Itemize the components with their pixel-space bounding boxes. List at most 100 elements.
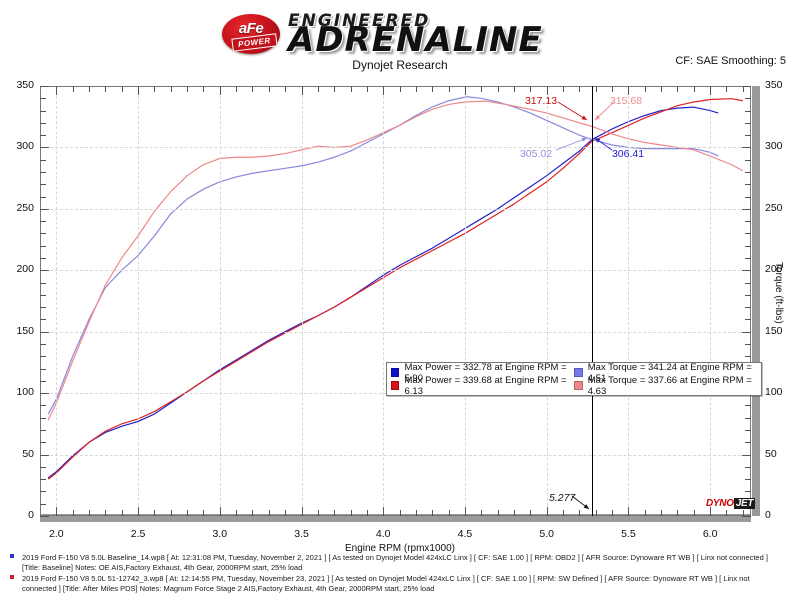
- x-tick-minor: [514, 86, 515, 92]
- dynojet-watermark: DYNO JET: [706, 498, 756, 509]
- x-tick-minor: [693, 86, 695, 92]
- x-tick-minor: [579, 510, 581, 516]
- x-tick-minor: [530, 86, 532, 92]
- y-axis-right-band: [752, 86, 760, 516]
- y-tick-label-right: 150: [765, 324, 783, 337]
- gridline-vertical: [301, 86, 303, 516]
- legend-label: Max Power = 332.78 at Engine RPM = 5.90: [404, 361, 567, 384]
- x-tick-minor: [72, 86, 74, 92]
- x-tick-minor: [661, 510, 663, 516]
- y-tick-minor: [40, 122, 46, 124]
- y-tick-minor: [745, 184, 751, 186]
- x-tick-minor: [268, 510, 270, 516]
- y-tick-minor: [40, 479, 46, 481]
- x-tick-minor: [170, 510, 172, 516]
- x-tick-minor: [366, 86, 368, 92]
- run-line-2: [Title: Baseline] Notes: OE AIS,Factory …: [22, 562, 303, 572]
- afe-logo-text: aFe: [238, 20, 264, 37]
- y-tick-minor: [40, 196, 46, 198]
- x-tick-minor: [154, 510, 156, 516]
- x-tick-minor: [154, 86, 156, 92]
- x-tick-minor: [497, 510, 499, 516]
- gridline-horizontal: [40, 147, 751, 149]
- y-tick-label-right: 100: [765, 386, 783, 399]
- y-tick-label-left: 250: [16, 201, 34, 214]
- y-tick-minor: [745, 430, 751, 431]
- y-tick-label-right: 50: [765, 447, 777, 460]
- y-tick-minor: [745, 110, 751, 112]
- x-tick-minor: [350, 510, 352, 516]
- y-tick-label-left: 0: [28, 509, 34, 521]
- x-tick: [138, 507, 140, 516]
- cursor-line[interactable]: [591, 86, 593, 516]
- y-tick-minor: [40, 159, 46, 161]
- gridline-horizontal: [40, 208, 751, 210]
- y-tick-label-right: 200: [765, 263, 783, 276]
- dyno-curves: [47, 96, 744, 480]
- x-tick-minor: [121, 510, 123, 516]
- x-tick-minor: [415, 86, 417, 92]
- y-tick: [40, 208, 49, 210]
- x-tick-minor: [89, 86, 91, 92]
- y-tick-minor: [40, 405, 46, 407]
- y-tick-label-left: 100: [16, 386, 34, 399]
- y-tick: [40, 331, 49, 333]
- x-tick-minor: [595, 510, 597, 516]
- run-detail-after: 2019 Ford F-150 V8 5.0L 51-12742_3.wp8 […: [0, 574, 800, 593]
- x-tick-top: [464, 86, 466, 95]
- x-tick-minor: [236, 510, 238, 516]
- y-tick-label-right: 300: [765, 140, 783, 153]
- y-tick-minor: [745, 319, 751, 321]
- y-tick-label-right: 350: [765, 79, 783, 91]
- legend-entry-power-baseline: Max Power = 332.78 at Engine RPM = 5.90: [391, 362, 574, 384]
- y-tick: [40, 86, 49, 87]
- x-tick-minor: [252, 510, 254, 516]
- y-tick-label-right: 250: [765, 201, 783, 214]
- run-detail-baseline: 2019 Ford F-150 V8 5.0L Baseline_14.wp8 …: [0, 553, 800, 572]
- x-tick-minor: [121, 86, 123, 92]
- gridline-vertical: [56, 86, 58, 516]
- y-tick-right: [742, 147, 751, 149]
- x-tick-minor: [285, 86, 287, 92]
- x-tick-minor: [742, 86, 744, 92]
- x-tick-minor: [677, 86, 679, 92]
- y-tick-minor: [745, 196, 751, 198]
- y-tick-minor: [745, 491, 751, 493]
- x-tick-label: 2.5: [130, 528, 146, 540]
- legend-label: Max Power = 339.68 at Engine RPM = 6.13: [404, 374, 567, 397]
- x-tick-minor: [203, 86, 205, 92]
- y-tick-minor: [40, 135, 46, 137]
- y-tick-right: [742, 331, 751, 333]
- axis-bottom: [40, 515, 751, 516]
- legend-row: Max Power = 339.68 at Engine RPM = 6.13 …: [391, 375, 757, 397]
- plot-area: [40, 86, 751, 517]
- y-tick-minor: [745, 122, 751, 124]
- y-tick-minor: [745, 258, 751, 259]
- curve-power-after-magnum-force-stage-2: [47, 98, 743, 480]
- x-axis-label: Engine RPM (rpmx1000): [344, 543, 456, 554]
- x-tick: [219, 507, 221, 516]
- x-tick-minor: [105, 86, 107, 92]
- x-tick-minor: [726, 510, 728, 516]
- gridline-vertical: [628, 86, 630, 516]
- annotation-value: 305.02: [519, 148, 553, 160]
- gridline-vertical: [219, 86, 221, 516]
- y-tick-minor: [40, 294, 46, 296]
- x-tick-minor: [595, 86, 597, 92]
- axis-left: [40, 86, 41, 516]
- y-tick-minor: [745, 344, 751, 345]
- x-tick-top: [383, 86, 385, 95]
- y-tick-right: [742, 208, 751, 210]
- y-tick-minor: [40, 503, 46, 505]
- x-tick-minor: [317, 510, 319, 516]
- y-tick-minor: [40, 380, 46, 382]
- gridline-vertical: [710, 86, 712, 516]
- y-tick-minor: [745, 294, 751, 296]
- annotation-value: 306.41: [611, 148, 645, 160]
- y-tick-minor: [745, 172, 751, 173]
- x-tick-minor: [187, 510, 189, 516]
- x-tick-minor: [89, 510, 91, 516]
- y-tick-minor: [40, 368, 46, 370]
- x-tick-minor: [399, 510, 401, 516]
- x-tick-minor: [432, 510, 434, 516]
